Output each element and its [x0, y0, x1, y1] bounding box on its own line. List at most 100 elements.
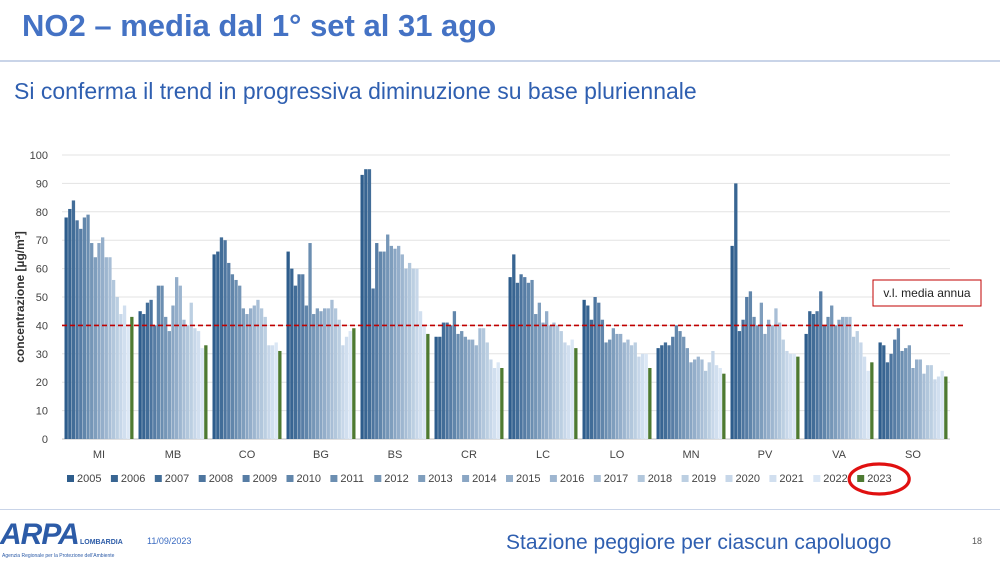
- bar-lc-2016: [548, 325, 552, 439]
- legend-swatch-2022: [813, 475, 821, 482]
- bar-bg-2015: [323, 308, 327, 439]
- bar-mn-2021: [714, 365, 719, 439]
- bar-cr-2017: [478, 328, 482, 439]
- bar-lc-2015: [545, 311, 549, 439]
- bar-co-2006: [216, 251, 220, 439]
- bar-pv-2008: [741, 319, 745, 439]
- bar-so-2013: [907, 345, 911, 439]
- bar-mi-2020: [119, 314, 123, 439]
- bar-pv-2016: [770, 325, 774, 439]
- legend-label-2015: 2015: [516, 473, 540, 485]
- bar-bg-2012: [312, 314, 316, 439]
- bar-va-2016: [844, 316, 848, 439]
- bar-bs-2011: [382, 251, 386, 439]
- bar-va-2014: [837, 319, 841, 439]
- bar-lo-2023: [648, 368, 652, 439]
- bar-va-2010: [822, 325, 827, 439]
- legend-swatch-2005: [67, 475, 74, 482]
- bar-mi-2019: [115, 297, 119, 439]
- bar-mb-2006: [142, 314, 146, 439]
- x-category-label: LC: [536, 449, 550, 461]
- bar-mi-2017: [108, 257, 112, 439]
- bar-pv-2011: [752, 316, 756, 439]
- y-tick-label: 60: [36, 264, 48, 276]
- bar-so-2019: [929, 365, 933, 439]
- x-category-label: LO: [610, 449, 625, 461]
- bar-va-2017: [848, 316, 852, 439]
- bar-bg-2017: [330, 299, 334, 439]
- slide-subtitle: Si conferma il trend in progressiva dimi…: [14, 78, 697, 104]
- bar-so-2010: [896, 328, 901, 439]
- x-category-label: MB: [165, 449, 182, 461]
- bar-bg-2008: [297, 274, 301, 439]
- bars: [64, 169, 948, 439]
- bar-so-2007: [885, 362, 890, 439]
- bar-lc-2014: [541, 322, 545, 439]
- bar-lo-2005: [582, 299, 586, 439]
- bar-bs-2019: [411, 268, 415, 439]
- bar-bg-2007: [293, 285, 298, 439]
- bar-mb-2010: [156, 285, 161, 439]
- bar-mi-2013: [93, 257, 97, 439]
- bar-mi-2007: [71, 200, 76, 439]
- bar-co-2014: [245, 314, 249, 439]
- bar-bg-2014: [319, 311, 323, 439]
- bar-lc-2022: [570, 339, 574, 439]
- bar-va-2011: [826, 316, 830, 439]
- bar-cr-2009: [449, 325, 453, 439]
- bar-mi-2018: [111, 279, 116, 439]
- bar-va-2013: [833, 325, 837, 439]
- x-category-label: PV: [758, 449, 773, 461]
- slide-title: NO2 – media dal 1° set al 31 ago: [22, 8, 497, 43]
- bar-bg-2020: [341, 345, 345, 439]
- bar-mn-2014: [689, 362, 693, 439]
- bar-mi-2008: [75, 220, 79, 439]
- bar-pv-2021: [788, 353, 793, 439]
- legend-swatch-2011: [330, 475, 338, 482]
- bar-so-2018: [925, 365, 930, 439]
- bar-bs-2007: [367, 169, 372, 439]
- bar-lo-2013: [611, 328, 615, 439]
- legend-label-2009: 2009: [253, 473, 277, 485]
- y-axis-label: concentrazione [µg/m³]: [13, 231, 27, 363]
- bar-lo-2019: [633, 342, 637, 439]
- legend-swatch-2006: [110, 475, 118, 482]
- bar-co-2009: [227, 262, 231, 439]
- bar-cr-2018: [481, 328, 486, 439]
- bar-bg-2023: [352, 328, 356, 439]
- bar-mn-2008: [667, 345, 671, 439]
- bar-va-2015: [841, 316, 845, 439]
- bar-bs-2016: [400, 254, 404, 439]
- bar-lo-2006: [586, 305, 590, 439]
- x-category-label: BG: [313, 449, 329, 461]
- bar-va-2023: [870, 362, 874, 439]
- bar-mi-2015: [101, 237, 105, 439]
- bar-so-2005: [878, 342, 882, 439]
- bar-cr-2020: [489, 359, 493, 439]
- y-tick-label: 10: [36, 406, 48, 418]
- bar-mi-2005: [64, 217, 68, 439]
- bar-va-2020: [859, 342, 863, 439]
- bar-bg-2005: [286, 251, 290, 439]
- arpa-logo: ARPA LOMBARDIA Agenzia Regionale per la …: [0, 518, 123, 560]
- bar-mn-2013: [685, 348, 689, 439]
- bar-lc-2021: [566, 345, 571, 439]
- legend-label-2005: 2005: [77, 473, 101, 485]
- bar-lc-2011: [530, 279, 534, 439]
- bar-lo-2015: [619, 333, 623, 439]
- title-divider: [0, 60, 1000, 62]
- bar-cr-2016: [474, 345, 478, 439]
- bar-mb-2018: [185, 325, 190, 439]
- x-category-label: MI: [93, 449, 105, 461]
- bar-bs-2022: [422, 325, 426, 439]
- y-tick-label: 90: [36, 178, 48, 190]
- legend-label-2014: 2014: [472, 473, 496, 485]
- bar-mb-2007: [145, 302, 150, 439]
- bar-bs-2015: [397, 245, 401, 439]
- bar-mb-2019: [189, 302, 193, 439]
- legend-label-2020: 2020: [736, 473, 760, 485]
- bar-lc-2007: [515, 282, 520, 439]
- y-tick-label: 70: [36, 235, 48, 247]
- bar-lo-2009: [597, 302, 601, 439]
